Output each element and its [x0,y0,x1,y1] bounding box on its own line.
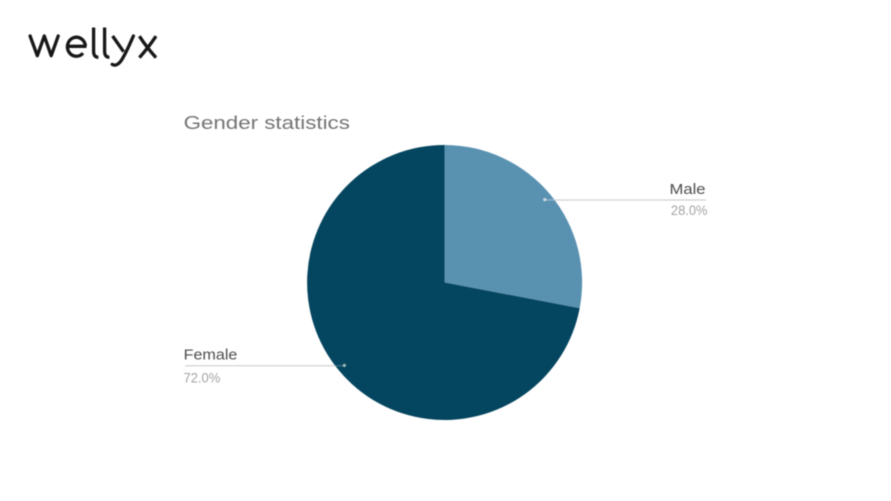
svg-text:72.0%: 72.0% [184,370,221,385]
svg-text:Male: Male [670,182,706,198]
svg-text:Gender statistics: Gender statistics [184,113,350,133]
svg-text:28.0%: 28.0% [671,203,708,218]
svg-text:Female: Female [184,348,238,364]
